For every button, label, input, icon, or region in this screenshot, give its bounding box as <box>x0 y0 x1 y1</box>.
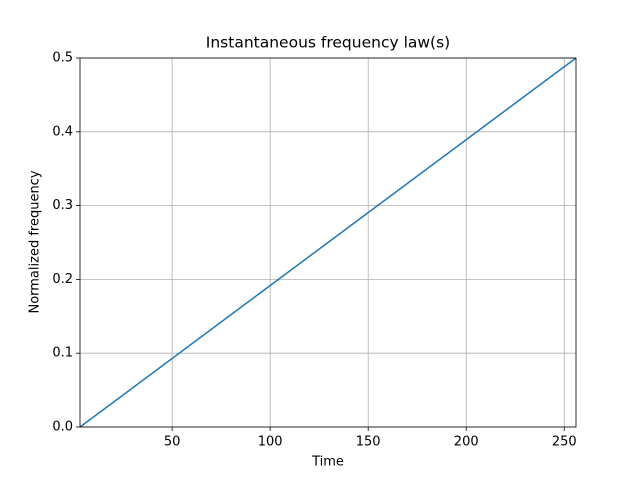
x-tick-label: 200 <box>454 435 479 450</box>
chart-title: Instantaneous frequency law(s) <box>206 34 450 52</box>
x-axis-label: Time <box>311 455 344 470</box>
x-tick-label: 250 <box>552 435 577 450</box>
line-series <box>79 57 577 428</box>
y-tick-label: 0.4 <box>52 124 73 139</box>
x-tick-label: 50 <box>164 435 181 450</box>
x-tick-label: 150 <box>356 435 381 450</box>
x-tick-label: 100 <box>258 435 283 450</box>
y-tick-label: 0.0 <box>52 420 73 435</box>
y-tick-label: 0.1 <box>52 346 73 361</box>
plot-frame <box>79 57 577 428</box>
y-tick-label: 0.3 <box>52 198 73 213</box>
y-tick-label: 0.2 <box>52 272 73 287</box>
y-tick-label: 0.5 <box>52 51 73 66</box>
y-axis-label: Normalized frequency <box>28 170 43 313</box>
